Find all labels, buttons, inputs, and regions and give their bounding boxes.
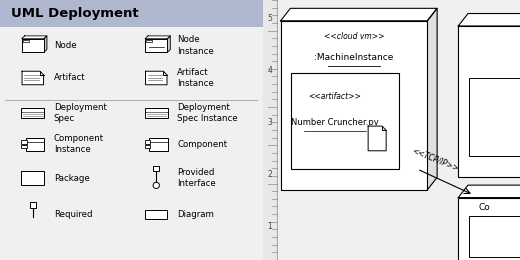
Bar xyxy=(458,26,520,177)
Bar xyxy=(149,138,168,151)
Text: Deployment
Spec Instance: Deployment Spec Instance xyxy=(177,103,238,123)
Polygon shape xyxy=(22,36,47,39)
Text: :MachineInstance: :MachineInstance xyxy=(314,53,394,62)
Bar xyxy=(145,108,168,118)
Text: <<artifact>>: <<artifact>> xyxy=(308,92,361,101)
Bar xyxy=(469,78,520,156)
Text: Component: Component xyxy=(177,140,227,149)
Text: Number Cruncher.py: Number Cruncher.py xyxy=(291,118,379,127)
Text: Artifact
Instance: Artifact Instance xyxy=(177,68,214,88)
Polygon shape xyxy=(281,8,437,21)
Text: 1: 1 xyxy=(267,222,272,231)
Bar xyxy=(30,202,36,208)
Text: Provided
Interface: Provided Interface xyxy=(177,168,216,188)
Bar xyxy=(145,145,150,148)
Bar xyxy=(469,216,520,257)
Text: Node
Instance: Node Instance xyxy=(177,35,214,56)
Bar xyxy=(22,39,44,52)
Text: <<TCP/IP>>: <<TCP/IP>> xyxy=(410,146,460,173)
Text: 5: 5 xyxy=(267,14,272,23)
Bar xyxy=(21,171,29,175)
Text: Component
Instance: Component Instance xyxy=(54,134,104,154)
Text: Artifact: Artifact xyxy=(54,74,85,82)
Bar xyxy=(153,166,159,171)
Polygon shape xyxy=(458,185,520,198)
Bar xyxy=(263,0,277,260)
Bar xyxy=(21,171,44,185)
Text: Diagram: Diagram xyxy=(177,210,214,219)
Bar xyxy=(145,140,150,144)
Polygon shape xyxy=(146,71,167,85)
Polygon shape xyxy=(22,71,44,85)
Bar xyxy=(23,40,29,42)
Text: 2: 2 xyxy=(267,170,272,179)
Bar xyxy=(21,140,27,144)
Bar xyxy=(281,21,427,190)
Text: Node: Node xyxy=(54,41,76,50)
Text: Deployment
Spec: Deployment Spec xyxy=(54,103,107,123)
Polygon shape xyxy=(167,36,170,52)
Text: Required: Required xyxy=(54,210,93,219)
Bar xyxy=(146,210,167,219)
Polygon shape xyxy=(44,36,47,52)
Bar xyxy=(21,145,27,148)
Bar xyxy=(145,39,167,52)
Text: <<cloud vm>>: <<cloud vm>> xyxy=(324,32,384,41)
Polygon shape xyxy=(458,14,520,26)
Bar xyxy=(147,40,152,42)
Bar xyxy=(0,0,263,27)
Bar xyxy=(26,138,44,151)
Polygon shape xyxy=(145,36,170,39)
Polygon shape xyxy=(368,126,386,151)
Circle shape xyxy=(153,182,160,188)
Bar xyxy=(21,108,44,118)
Text: 3: 3 xyxy=(267,118,272,127)
Bar xyxy=(291,73,399,169)
Text: UML Deployment: UML Deployment xyxy=(10,7,138,20)
Polygon shape xyxy=(427,8,437,190)
Text: Package: Package xyxy=(54,174,89,183)
Text: Co: Co xyxy=(479,204,490,212)
Text: 4: 4 xyxy=(267,66,272,75)
Bar xyxy=(458,198,520,260)
